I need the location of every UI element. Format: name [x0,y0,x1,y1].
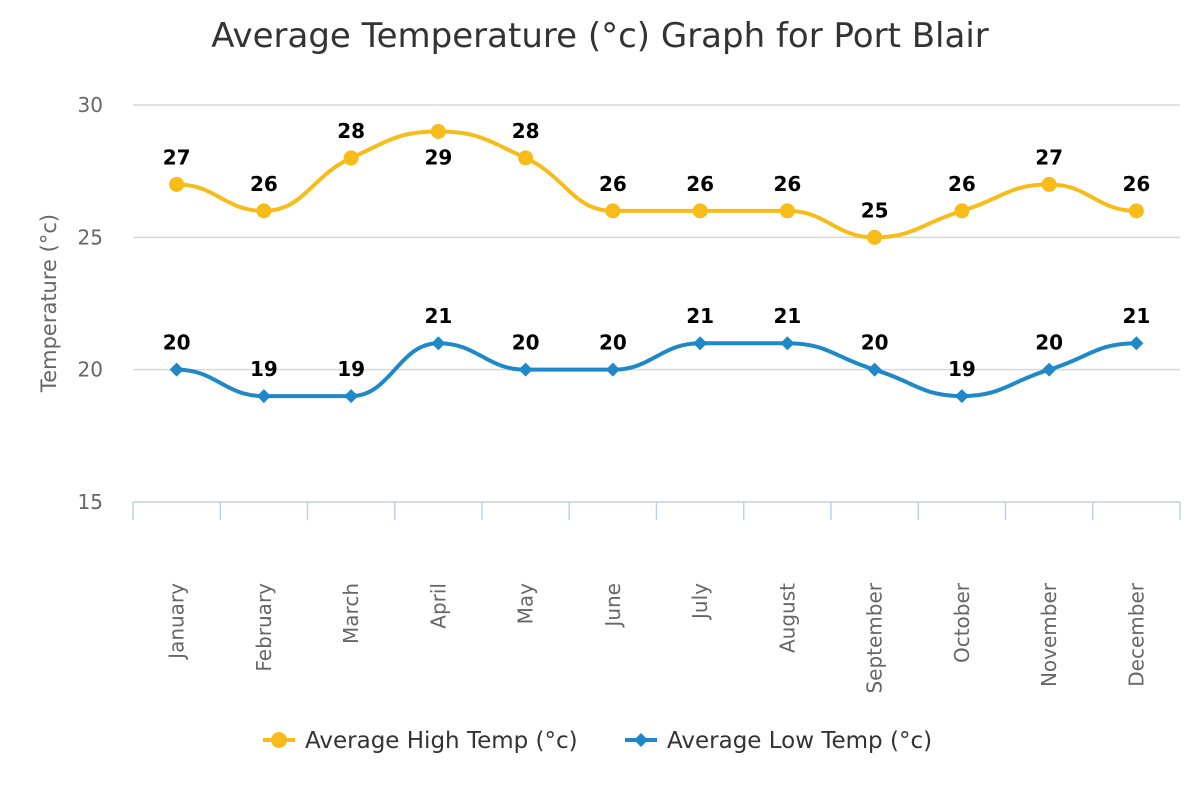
data-label-low: 21 [773,304,801,328]
x-tick-label: November [1037,582,1061,687]
legend-marker [271,732,287,748]
legend-item-high[interactable]: Average High Temp (°c) [263,728,578,754]
data-point-high[interactable] [605,203,621,219]
data-label-low: 20 [861,331,889,355]
data-label-high: 27 [163,145,191,169]
data-point-low[interactable] [256,389,271,404]
x-tick-label: September [863,582,887,693]
data-point-high[interactable] [867,229,883,245]
data-point-high[interactable] [430,123,446,139]
data-label-high: 29 [424,145,452,169]
data-label-high: 28 [512,119,540,143]
y-axis-ticks: 15 20 25 30 [78,93,103,514]
data-point-high[interactable] [1128,203,1144,219]
x-tick-label: October [950,582,974,663]
legend-item-low[interactable]: Average Low Temp (°c) [625,728,932,754]
y-tick-label: 25 [78,225,103,249]
series-layer [169,123,1144,404]
data-label-low: 20 [1035,331,1063,355]
x-tick-label: May [514,583,538,625]
x-tick-label: April [426,583,450,629]
x-tick-label: December [1124,582,1148,686]
x-tick-label: February [252,583,276,672]
y-tick-label: 15 [78,490,103,514]
x-tick-label: July [688,583,712,621]
data-point-high[interactable] [1041,176,1057,192]
data-point-low[interactable] [344,389,359,404]
chart-title: Average Temperature (°c) Graph for Port … [211,16,989,56]
data-point-high[interactable] [692,203,708,219]
data-labels: 27 26 28 29 28 26 26 26 25 26 27 26 20 19 19 21 20 20 21 21… [163,119,1151,381]
data-point-high[interactable] [954,203,970,219]
data-point-low[interactable] [867,362,882,377]
data-point-low[interactable] [780,336,795,351]
data-label-high: 26 [773,172,801,196]
data-point-low[interactable] [693,336,708,351]
legend-label: Average Low Temp (°c) [667,728,932,754]
data-label-high: 26 [599,172,627,196]
legend-marker [634,733,648,747]
data-point-low[interactable] [1042,362,1057,377]
data-point-low[interactable] [431,336,446,351]
data-point-low[interactable] [954,389,969,404]
data-label-high: 26 [686,172,714,196]
x-tick-label: August [775,583,799,653]
data-point-high[interactable] [256,203,272,219]
data-label-low: 20 [163,331,191,355]
data-label-low: 21 [424,304,452,328]
data-point-high[interactable] [343,150,359,166]
data-label-high: 26 [948,172,976,196]
x-tick-label: January [165,583,189,661]
legend[interactable]: Average High Temp (°c) Average Low Temp (… [263,728,932,754]
data-label-low: 19 [250,357,278,381]
data-point-high[interactable] [169,176,185,192]
data-point-low[interactable] [169,362,184,377]
x-tick-label: March [339,583,363,644]
data-label-high: 28 [337,119,365,143]
series-line-high [174,129,1139,240]
data-point-high[interactable] [518,150,534,166]
grid-lines [133,104,1180,371]
data-label-low: 21 [1122,304,1150,328]
data-label-high: 26 [250,172,278,196]
data-label-high: 25 [861,198,889,222]
y-axis-label: Temperature (°c) [37,214,61,393]
data-point-low[interactable] [605,362,620,377]
legend-label: Average High Temp (°c) [305,728,578,754]
data-label-low: 20 [599,331,627,355]
data-label-low: 21 [686,304,714,328]
data-label-low: 19 [337,357,365,381]
data-point-high[interactable] [779,203,795,219]
data-label-low: 20 [512,331,540,355]
data-point-low[interactable] [518,362,533,377]
data-label-high: 27 [1035,145,1063,169]
data-label-low: 19 [948,357,976,381]
x-tick-label: June [601,583,625,629]
x-axis: January February March April May June July Augu… [132,501,1181,694]
y-tick-label: 20 [78,358,103,382]
y-tick-label: 30 [78,93,103,117]
data-label-high: 26 [1122,172,1150,196]
data-point-low[interactable] [1129,336,1144,351]
